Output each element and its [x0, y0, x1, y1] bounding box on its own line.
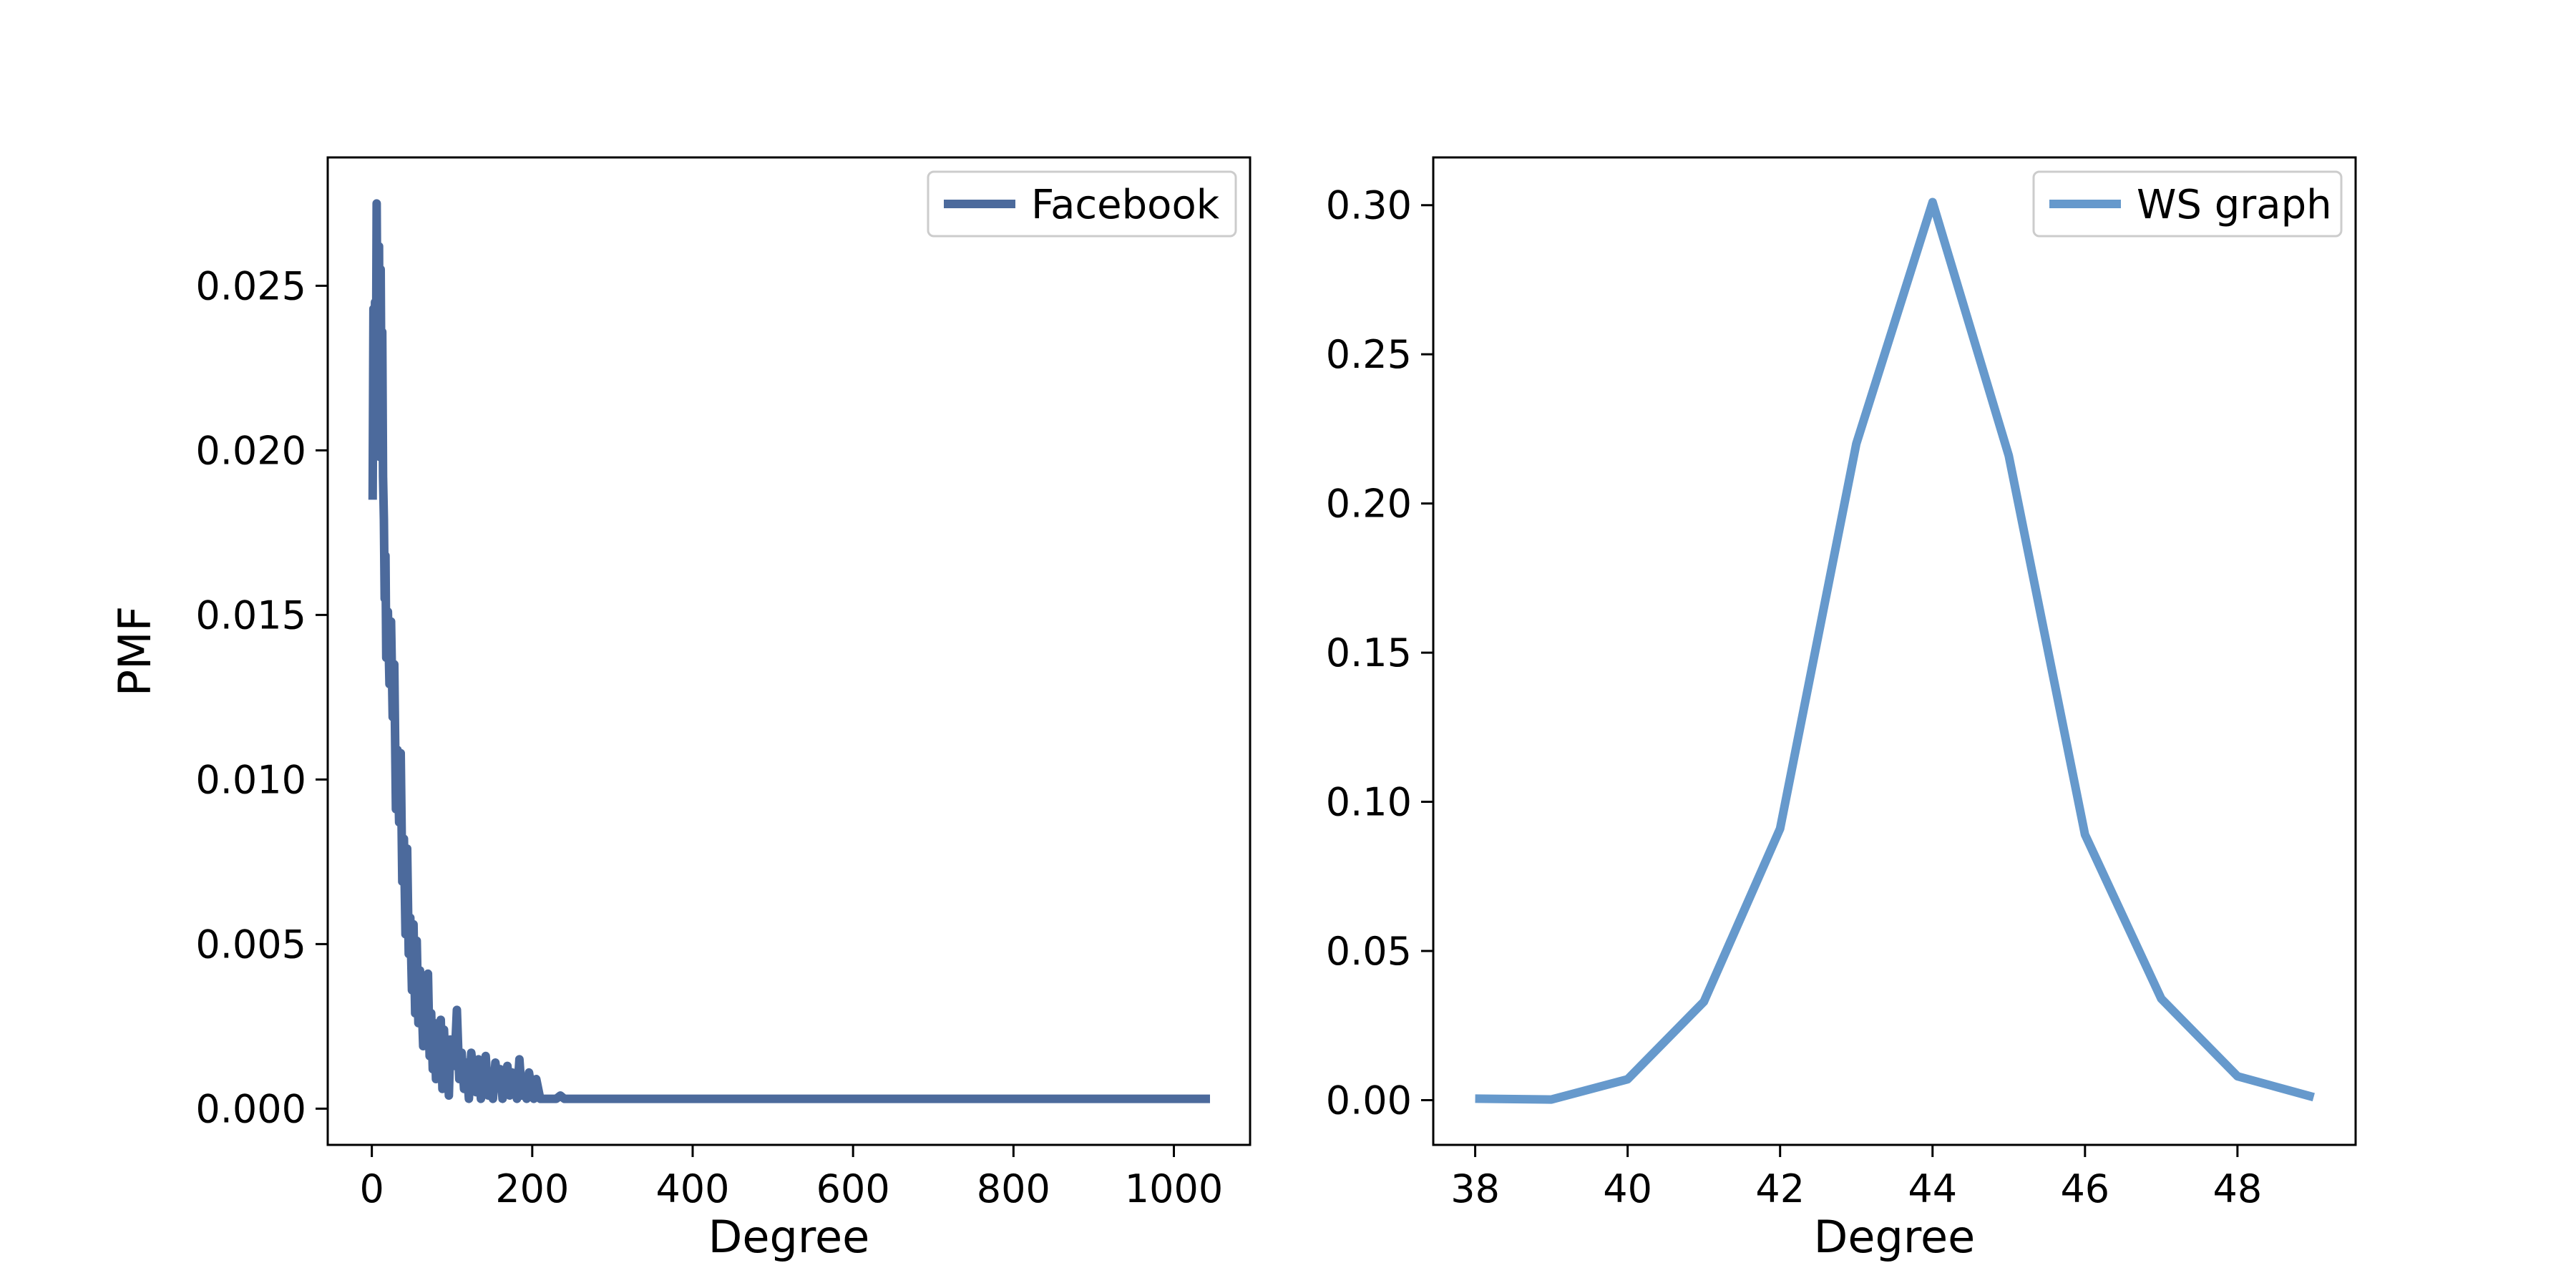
- x-axis-label: Degree: [708, 1211, 870, 1263]
- x-tick-label: 800: [977, 1166, 1050, 1211]
- legend-box: [927, 170, 1237, 238]
- y-tick-label: 0.000: [195, 1086, 306, 1131]
- x-tick-label: 44: [1908, 1166, 1957, 1211]
- y-tick-label: 0.020: [195, 428, 306, 473]
- y-tick-label: 0.10: [1326, 780, 1412, 825]
- legend-box: [2032, 170, 2343, 238]
- chart-panel-1: 0 200 400 600 800 1000 0.000 0.005 0.010 0.015 0.0…: [109, 156, 1252, 1263]
- y-tick-label: 0.20: [1326, 482, 1412, 527]
- y-tick-label: 0.010: [195, 757, 306, 802]
- x-tick-label: 600: [816, 1166, 890, 1211]
- chart-panel-2: 38 40 42 44 46 48 0.00 0.05 0.10 0.15 0.20 0.25 0.30…: [1326, 156, 2357, 1263]
- legend-label: Facebook: [1031, 182, 1220, 228]
- x-axis-label: Degree: [1814, 1211, 1976, 1263]
- legend: Facebook: [927, 170, 1237, 238]
- y-tick-label: 0.30: [1326, 183, 1412, 228]
- series-line-ws-graph: [1475, 197, 2315, 1104]
- x-tick-label: 1000: [1125, 1166, 1223, 1211]
- axes-frame: [326, 156, 1252, 1146]
- x-tick-label: 46: [2060, 1166, 2109, 1211]
- axes-frame: [1432, 156, 2357, 1146]
- y-tick-label: 0.005: [195, 922, 306, 967]
- y-tick-label: 0.05: [1326, 929, 1412, 974]
- y-tick-label: 0.25: [1326, 332, 1412, 377]
- y-tick-label: 0.025: [195, 263, 306, 308]
- y-tick-label: 0.15: [1326, 630, 1412, 675]
- x-tick-label: 42: [1755, 1166, 1805, 1211]
- y-axis-label: PMF: [109, 606, 161, 697]
- x-tick-label: 400: [655, 1166, 729, 1211]
- x-tick-label: 40: [1603, 1166, 1652, 1211]
- y-tick-label: 0.015: [195, 592, 306, 638]
- legend: WS graph: [2032, 170, 2343, 238]
- legend-label: WS graph: [2137, 182, 2332, 228]
- series-line-facebook: [368, 199, 1210, 1103]
- x-tick-label: 48: [2213, 1166, 2263, 1211]
- x-tick-label: 200: [495, 1166, 569, 1211]
- y-tick-label: 0.00: [1326, 1078, 1412, 1123]
- x-tick-label: 0: [359, 1166, 384, 1211]
- x-tick-label: 38: [1450, 1166, 1500, 1211]
